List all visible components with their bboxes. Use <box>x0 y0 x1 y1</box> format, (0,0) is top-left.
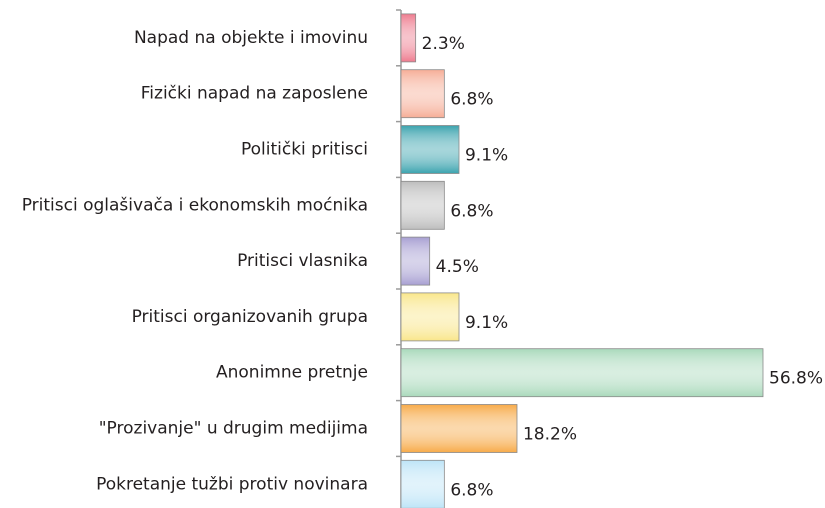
category-label: Napad na objekte i imovinu <box>134 28 368 48</box>
bar-shine <box>400 180 445 230</box>
bar-shine <box>400 236 431 286</box>
bar-shine <box>400 348 764 398</box>
bar-shine <box>400 13 417 63</box>
category-label: Anonimne pretnje <box>216 363 368 383</box>
bar-shine <box>400 292 460 342</box>
category-label: Pritisci vlasnika <box>237 251 368 271</box>
bar-shine <box>400 459 445 508</box>
category-label: Pokretanje tužbi protiv novinara <box>96 474 368 494</box>
category-label: "Prozivanje" u drugim medijima <box>99 419 368 439</box>
value-label: 6.8% <box>450 201 493 221</box>
bar-shine <box>400 125 460 174</box>
category-label: Pritisci organizovanih grupa <box>132 307 368 327</box>
bar-shine <box>400 404 518 453</box>
category-label: Politički pritisci <box>241 140 368 160</box>
bar-shine <box>400 69 445 119</box>
value-label: 2.3% <box>422 34 465 54</box>
value-label: 4.5% <box>436 257 479 277</box>
value-label: 6.8% <box>450 90 493 110</box>
value-label: 56.8% <box>769 369 823 389</box>
value-label: 9.1% <box>465 146 508 166</box>
value-label: 6.8% <box>450 480 493 500</box>
category-label: Fizički napad na zaposlene <box>141 84 368 104</box>
value-label: 18.2% <box>523 425 577 445</box>
value-label: 9.1% <box>465 313 508 333</box>
category-label: Pritisci oglašivača i ekonomskih moćnika <box>22 195 368 215</box>
